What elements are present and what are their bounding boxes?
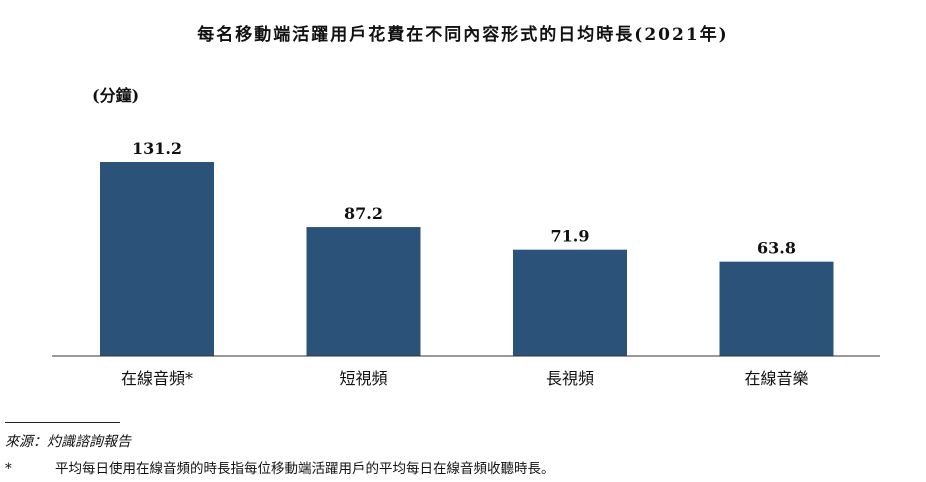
bar-2	[306, 227, 421, 356]
category-label-3: 長視頻	[546, 369, 594, 388]
footnote-divider	[5, 422, 120, 423]
data-label-3: 71.9	[551, 227, 590, 246]
category-label-2: 短視頻	[339, 369, 387, 388]
category-label-4: 在線音樂	[744, 369, 808, 388]
data-label-1: 131.2	[132, 139, 182, 158]
bar-3	[513, 249, 627, 356]
bar-4	[719, 261, 834, 356]
bar-chart: 131.2 在線音頻* 87.2 短視頻 71.9 長視頻 63.8 在線音樂	[52, 139, 880, 388]
footnote: * 平均每日使用在線音頻的時長指每位移動端活躍用戶的平均每日在線音頻收聽時長。	[5, 457, 555, 477]
footnote-mark: *	[5, 461, 12, 477]
unit-label: (分鐘)	[92, 86, 140, 105]
data-label-4: 63.8	[757, 239, 796, 258]
source-text: 來源：灼識諮詢報告	[5, 434, 131, 450]
bar-1	[100, 162, 214, 356]
chart-title: 每名移動端活躍用戶花費在不同內容形式的日均時長(2021年)	[197, 25, 729, 45]
data-label-2: 87.2	[344, 204, 383, 223]
category-label-1: 在線音頻*	[121, 369, 193, 388]
footnote-text: 平均每日使用在線音頻的時長指每位移動端活躍用戶的平均每日在線音頻收聽時長。	[55, 461, 555, 477]
